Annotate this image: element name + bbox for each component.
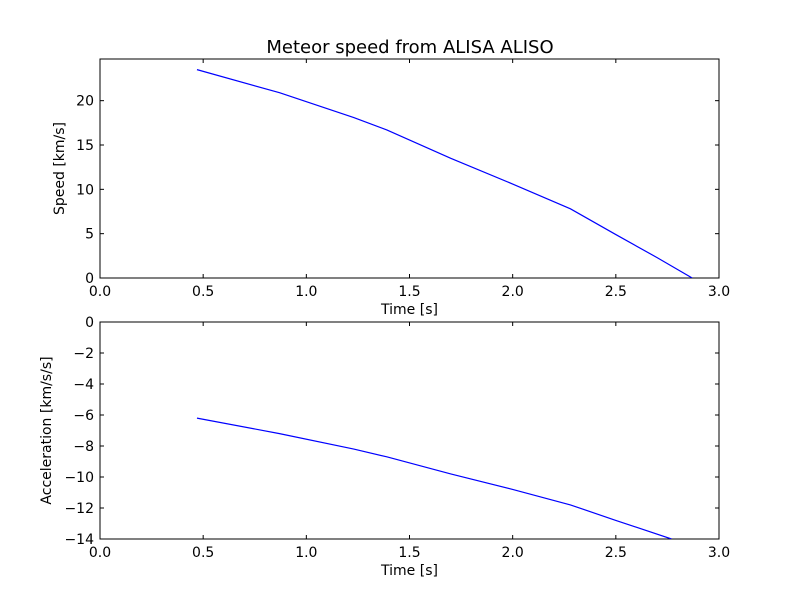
- y-axis-label: Acceleration [km/s/s]: [39, 356, 55, 504]
- x-tick-label: 3.0: [708, 545, 730, 561]
- subplot-1: 0.0 0.5 1.0 1.5 2.0 2.5 3.0 0 5 10 15 20 Time [s] Spe…: [52, 58, 730, 318]
- x-tick-label: 1.0: [295, 545, 317, 561]
- series-line-1: [196, 417, 672, 539]
- y-tick-label: −12: [64, 501, 94, 517]
- subplot-2: 0.0 0.5 1.0 1.5 2.0 2.5 3.0 0 −2 −4 −6 −8 −10 −12 −14 T…: [39, 315, 730, 579]
- series-line-1: [196, 69, 693, 278]
- y-tick-label: 0: [85, 315, 94, 331]
- x-tick-label: 2.0: [502, 545, 524, 561]
- y-tick-label: 10: [76, 182, 94, 198]
- y-tick-label: 20: [76, 94, 94, 110]
- y-tick-label: 5: [85, 227, 94, 243]
- x-tick-label: 0.0: [89, 545, 111, 561]
- plots: 0.0 0.5 1.0 1.5 2.0 2.5 3.0 0 5 10 15 20 Time [s] Spe…: [39, 58, 730, 579]
- y-tick-label: −10: [64, 470, 94, 486]
- x-tick-label: 2.5: [605, 545, 627, 561]
- y-tick-label: −2: [73, 346, 94, 362]
- x-axis-label: Time [s]: [380, 563, 438, 579]
- x-tick-label: 2.0: [502, 284, 524, 300]
- y-tick-label: 15: [76, 138, 94, 154]
- x-tick-label: 3.0: [708, 284, 730, 300]
- x-tick-label: 0.0: [89, 284, 111, 300]
- y-tick-label: −6: [73, 408, 94, 424]
- chart-title: Meteor speed from ALISA ALISO: [266, 37, 553, 58]
- x-axis-label: Time [s]: [380, 302, 438, 318]
- y-axis-label: Speed [km/s]: [52, 122, 68, 215]
- x-tick-label: 2.5: [605, 284, 627, 300]
- y-tick-label: −8: [73, 439, 94, 455]
- x-tick-label: 1.5: [398, 545, 420, 561]
- y-tick-label: −14: [64, 532, 94, 548]
- x-tick-label: 1.0: [295, 284, 317, 300]
- x-tick-label: 1.5: [398, 284, 420, 300]
- y-tick-label: 0: [85, 271, 94, 287]
- y-tick-label: −4: [73, 377, 94, 393]
- x-tick-label: 0.5: [192, 545, 214, 561]
- x-tick-label: 0.5: [192, 284, 214, 300]
